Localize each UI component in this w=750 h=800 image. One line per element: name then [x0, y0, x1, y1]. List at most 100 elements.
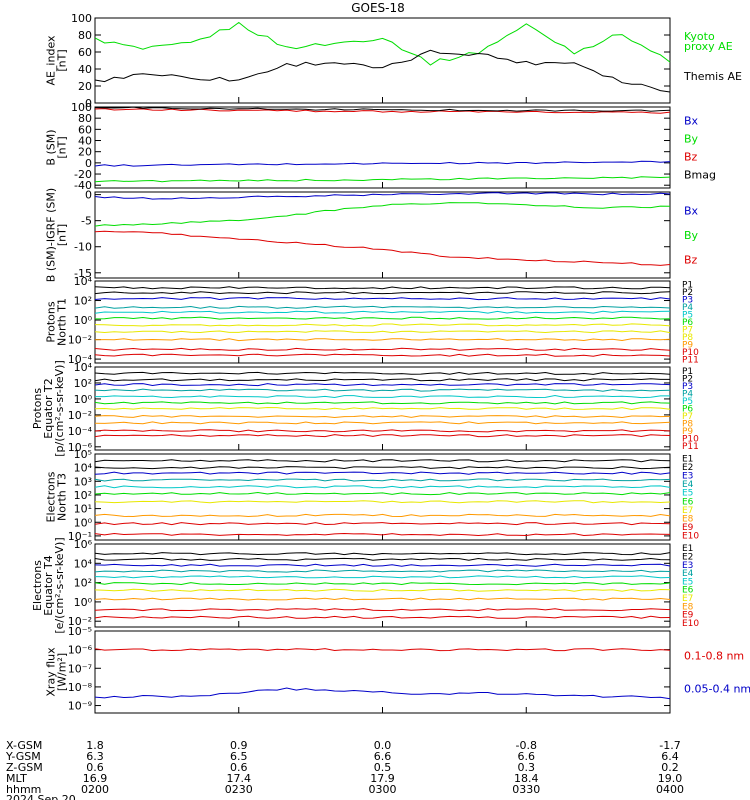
- footer-value: 6.6: [374, 750, 392, 763]
- legend-entry: By: [684, 133, 699, 146]
- panel-frame: [94, 17, 671, 104]
- legend-entry: E8: [682, 515, 694, 525]
- y-axis-label: North T1: [56, 298, 69, 346]
- series-line-p9: [94, 338, 671, 342]
- y-tick-label: 10⁻²: [68, 334, 92, 347]
- footer-value: 0.3: [518, 761, 536, 774]
- footer-value: 0.6: [86, 761, 104, 774]
- series-line-e3: [94, 471, 671, 475]
- series-line-p11: [94, 434, 671, 438]
- y-tick-label: 10⁰: [74, 596, 93, 609]
- series-line-e4: [94, 478, 671, 482]
- footer-value: 0.6: [230, 761, 248, 774]
- y-tick-label: 10⁻⁶: [68, 441, 93, 454]
- y-tick-label: 10¹: [74, 503, 92, 516]
- series-line-p7: [94, 323, 671, 327]
- series-line-e7: [94, 500, 671, 504]
- footer-value: 1.8: [86, 739, 104, 752]
- y-axis-label: Equator T2: [42, 378, 55, 438]
- series-line-p9: [94, 421, 671, 425]
- y-axis-label: Xray flux: [45, 647, 58, 697]
- legend-entry: E2: [682, 463, 693, 473]
- series-line-bx: [94, 192, 671, 200]
- legend-entry: P11: [682, 442, 699, 452]
- footer-row-label: hhmm: [6, 783, 41, 796]
- series-line-p4: [94, 305, 671, 309]
- footer-value: 0.5: [374, 761, 392, 774]
- legend-entry: P10: [682, 348, 699, 358]
- y-tick-label: 10⁰: [74, 516, 93, 529]
- legend-entry: P6: [682, 405, 693, 415]
- legend-entry: E3: [682, 472, 693, 482]
- panel-frame: [94, 630, 671, 714]
- series-line-by: [94, 202, 671, 227]
- legend-entry: P5: [682, 397, 693, 407]
- y-tick-label: 10²: [74, 577, 92, 590]
- series-line-e9: [94, 608, 671, 612]
- series-line-p10: [94, 347, 671, 351]
- y-axis-label: B (SM): [45, 129, 58, 165]
- y-axis-label: AE_index: [45, 35, 58, 86]
- series-line-p11: [94, 353, 671, 357]
- legend-entry: E10: [682, 619, 699, 629]
- y-tick-label: 100: [71, 12, 92, 25]
- footer-value: 0200: [81, 783, 109, 796]
- series-line-kyoto-proxy-ae: [94, 21, 671, 66]
- series-line-p3: [94, 383, 671, 387]
- series-line-p2: [94, 378, 670, 382]
- y-tick-label: 10²: [74, 295, 92, 308]
- panel-frame: [94, 191, 671, 279]
- legend-entry: E5: [682, 489, 693, 499]
- y-tick-label: 0: [85, 97, 92, 110]
- legend-entry: E8: [682, 602, 694, 612]
- series-line-0-05-0-4-nm: [94, 687, 671, 700]
- legend-entry: P1: [682, 367, 693, 377]
- legend-entry: E10: [682, 532, 699, 542]
- y-tick-label: 10⁴: [74, 361, 93, 374]
- footer-value: 17.9: [370, 772, 395, 785]
- footer-value: 0230: [225, 783, 253, 796]
- y-tick-label: 60: [78, 46, 92, 59]
- series-line-e1: [94, 552, 671, 556]
- legend-entry: E3: [682, 561, 693, 571]
- y-tick-label: 80: [78, 112, 92, 125]
- legend-entry: P2: [682, 374, 693, 384]
- series-line-p10: [94, 429, 671, 433]
- legend-entry: P3: [682, 382, 693, 392]
- footer-value: 17.4: [227, 772, 252, 785]
- y-tick-label: 10²: [74, 489, 92, 502]
- y-tick-label: 10⁻⁹: [68, 700, 92, 713]
- panel-8: 10⁻⁵ 10⁻⁶ 10⁻⁷ 10⁻⁸ 10⁻⁹ Xray flux[W/m²] 0.1-0…: [45, 625, 750, 714]
- y-tick-label: 10²: [74, 377, 92, 390]
- footer-value: -0.8: [516, 739, 537, 752]
- y-tick-label: 10⁴: [74, 462, 93, 475]
- y-tick-label: 40: [78, 63, 92, 76]
- y-axis-label: Protons: [45, 301, 58, 342]
- series-line-themis-ae: [94, 49, 671, 93]
- y-tick-label: -40: [74, 179, 92, 192]
- series-line-bz: [94, 108, 671, 114]
- y-tick-label: 10⁻⁸: [68, 681, 93, 694]
- legend-entry: P4: [682, 389, 693, 399]
- footer-value: 0400: [656, 783, 684, 796]
- y-axis-label: [nT]: [56, 49, 69, 71]
- legend-entry: P11: [682, 355, 699, 365]
- footer-row-label: Y-GSM: [5, 750, 41, 763]
- legend-entry: Kyoto: [684, 30, 715, 43]
- legend-entry: proxy AE: [684, 40, 733, 53]
- legend-entry: E1: [682, 544, 693, 554]
- legend-entry: Bz: [684, 254, 698, 267]
- footer-value: 18.4: [514, 772, 539, 785]
- panel-frame: [94, 106, 671, 189]
- series-line-by: [94, 176, 671, 183]
- legend-entry: E5: [682, 577, 693, 587]
- series-line-e6: [94, 582, 671, 586]
- series-line-p5: [94, 310, 671, 314]
- series-line-p1: [94, 371, 671, 375]
- y-tick-label: 10⁻¹: [68, 530, 92, 543]
- legend-entry: E4: [682, 569, 694, 579]
- y-tick-label: 10⁻⁴: [68, 353, 93, 366]
